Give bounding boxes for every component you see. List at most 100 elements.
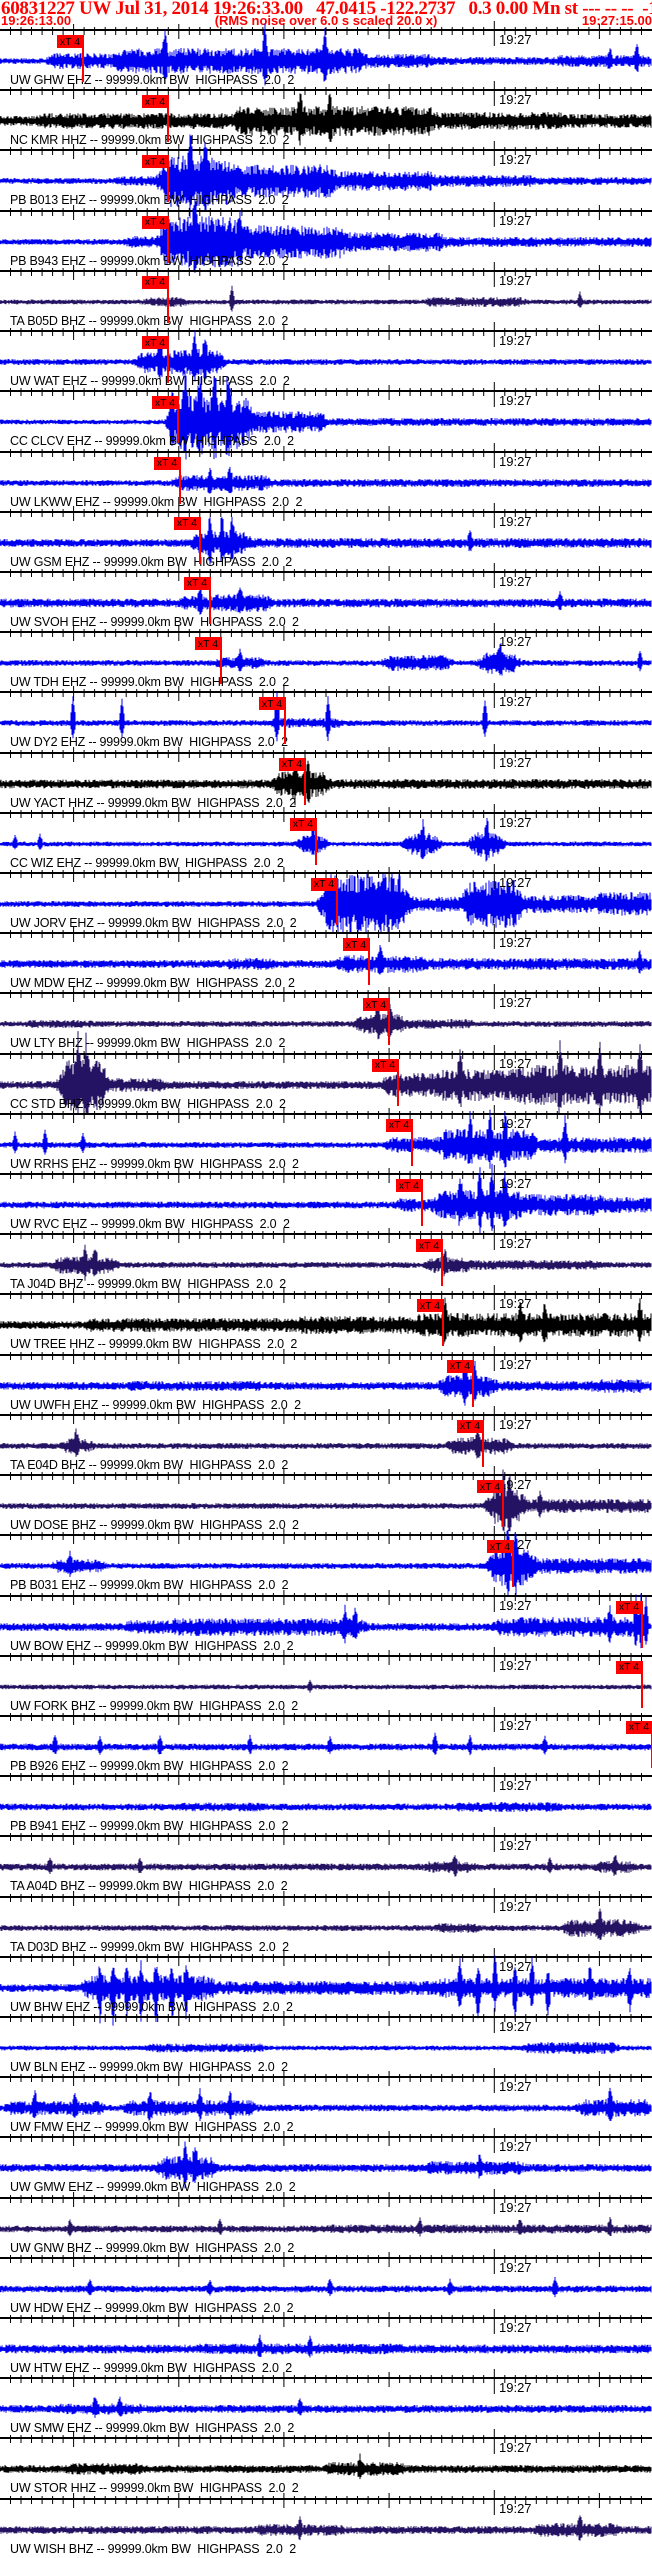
trace-waveform[interactable] [0,623,652,698]
trace-waveform[interactable] [0,984,652,1059]
waveform-trace[interactable] [0,1109,652,1169]
pick-marker-flag[interactable]: xT 4 [195,637,221,651]
trace-waveform[interactable] [0,134,652,219]
pick-marker-flag[interactable]: xT 4 [142,275,168,289]
pick-time-line[interactable] [167,275,169,323]
pick-time-line[interactable] [388,998,390,1046]
pick-marker-flag[interactable]: xT 4 [457,1419,483,1433]
waveform-trace[interactable] [0,817,652,862]
pick-marker-flag[interactable]: xT 4 [279,757,305,771]
trace-waveform[interactable] [0,2068,652,2143]
trace-waveform[interactable] [0,683,652,758]
pick-time-line[interactable] [167,336,169,384]
waveform-trace[interactable] [0,466,652,494]
waveform-trace[interactable] [0,2396,652,2419]
trace-waveform[interactable] [0,1030,652,1120]
trace-waveform[interactable] [0,743,652,819]
waveform-trace[interactable] [0,330,652,382]
pick-marker-flag[interactable]: xT 4 [417,1299,443,1313]
pick-marker-flag[interactable]: xT 4 [363,998,389,1012]
pick-marker-flag[interactable]: xT 4 [487,1540,513,1554]
trace-waveform[interactable] [0,502,652,578]
waveform-trace[interactable] [0,1855,652,1877]
waveform-trace[interactable] [0,1244,652,1281]
waveform-trace[interactable] [0,370,652,460]
waveform-trace[interactable] [0,2087,652,2122]
waveform-trace[interactable] [0,584,652,615]
waveform-trace[interactable] [0,285,652,312]
trace-waveform[interactable] [0,81,652,156]
pick-marker-flag[interactable]: xT 4 [616,1660,642,1674]
waveform-trace[interactable] [0,692,652,742]
pick-time-line[interactable] [482,1419,484,1467]
trace-waveform[interactable] [0,1646,652,1722]
trace-waveform[interactable] [0,2188,652,2264]
pick-marker-flag[interactable]: xT 4 [57,35,83,48]
pick-time-line[interactable] [512,1540,514,1588]
pick-marker-flag[interactable]: xT 4 [184,576,210,590]
waveform-trace[interactable] [0,1955,652,2026]
waveform-trace[interactable] [0,873,652,934]
trace-waveform[interactable] [0,1466,652,1541]
trace-waveform[interactable] [0,863,652,939]
pick-marker-flag[interactable]: xT 4 [396,1179,422,1192]
trace-waveform[interactable] [0,21,652,96]
pick-marker-flag[interactable]: xT 4 [142,336,168,350]
trace-waveform[interactable] [0,1586,652,1662]
trace-waveform[interactable] [0,1405,652,1481]
pick-marker-flag[interactable]: xT 4 [311,877,337,891]
trace-waveform[interactable] [0,2429,652,2504]
pick-time-line[interactable] [502,1480,504,1527]
pick-marker-flag[interactable]: xT 4 [416,1239,442,1253]
waveform-trace[interactable] [0,516,652,565]
trace-waveform[interactable] [0,442,652,518]
pick-time-line[interactable] [199,516,201,564]
pick-marker-flag[interactable]: xT 4 [174,516,200,530]
waveform-trace[interactable] [0,23,652,86]
waveform-trace[interactable] [0,2334,652,2358]
trace-waveform[interactable] [0,924,652,999]
waveform-trace[interactable] [0,93,652,146]
waveform-trace[interactable] [0,1732,652,1755]
waveform-trace[interactable] [0,1030,652,1116]
pick-time-line[interactable] [177,396,179,444]
waveform-trace[interactable] [0,1529,652,1596]
waveform-trace[interactable] [0,1802,652,1812]
waveform-trace[interactable] [0,2453,652,2480]
trace-waveform[interactable] [0,2128,652,2203]
pick-time-line[interactable] [441,1239,443,1287]
trace-waveform[interactable] [0,2369,652,2444]
trace-waveform[interactable] [0,803,652,879]
trace-waveform[interactable] [0,370,652,460]
waveform-trace[interactable] [0,1360,652,1406]
trace-waveform[interactable] [0,562,652,638]
waveform-trace[interactable] [0,2141,652,2189]
waveform-trace[interactable] [0,1427,652,1459]
waveform-trace[interactable] [0,2276,652,2297]
waveform-trace[interactable] [0,1679,652,1693]
pick-time-line[interactable] [284,697,286,745]
pick-marker-flag[interactable]: xT 4 [477,1480,503,1493]
pick-marker-flag[interactable]: xT 4 [372,1058,398,1072]
trace-waveform[interactable] [0,1947,652,2026]
trace-waveform[interactable] [0,2248,652,2324]
pick-marker-flag[interactable]: xT 4 [259,697,285,711]
pick-marker-flag[interactable]: xT 4 [386,1118,412,1132]
trace-waveform[interactable] [0,1163,652,1240]
trace-waveform[interactable] [0,2489,652,2558]
waveform-trace[interactable] [0,134,652,219]
pick-time-line[interactable] [336,877,338,925]
trace-waveform[interactable] [0,1706,652,1782]
pick-marker-flag[interactable]: xT 4 [142,95,168,109]
pick-time-line[interactable] [209,576,211,624]
pick-marker-flag[interactable]: xT 4 [447,1359,473,1373]
pick-time-line[interactable] [641,1600,643,1648]
pick-marker-flag[interactable]: xT 4 [343,938,369,952]
trace-waveform[interactable] [0,1225,652,1300]
waveform-trace[interactable] [0,1163,652,1234]
pick-time-line[interactable] [472,1359,474,1407]
waveform-trace[interactable] [0,2041,652,2054]
pick-time-line[interactable] [442,1299,444,1347]
waveform-trace[interactable] [0,1593,652,1648]
trace-waveform[interactable] [0,1887,652,1963]
